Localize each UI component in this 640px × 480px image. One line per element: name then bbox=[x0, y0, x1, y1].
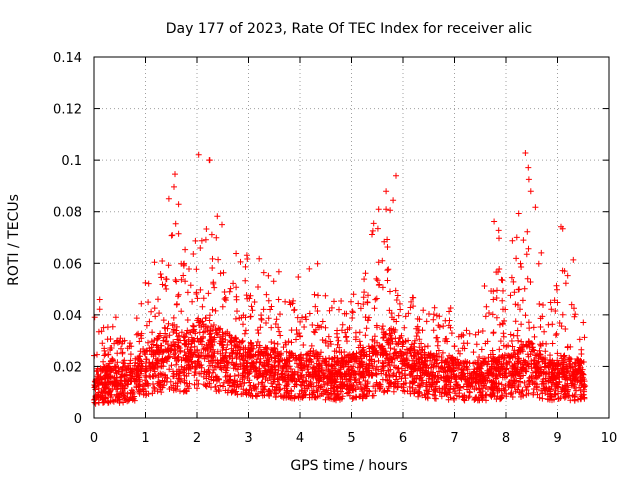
x-tick-label: 3 bbox=[244, 431, 252, 446]
x-tick-label: 4 bbox=[296, 431, 304, 446]
y-tick-label: 0.14 bbox=[53, 51, 82, 66]
x-tick-label: 0 bbox=[90, 431, 98, 446]
x-tick-label: 10 bbox=[601, 431, 618, 446]
x-axis-label: GPS time / hours bbox=[290, 458, 407, 474]
data-points bbox=[91, 150, 589, 407]
y-tick-label: 0.02 bbox=[53, 360, 82, 375]
axes: 0 1 2 3 4 5 6 7 8 9 10 0 0.02 0.04 0.06 0.08 0.1 0.12 0.14 bbox=[53, 51, 617, 446]
y-tick-label: 0.08 bbox=[53, 206, 82, 221]
data-point-group bbox=[91, 157, 588, 406]
grid bbox=[94, 57, 609, 418]
x-tick-label: 6 bbox=[399, 431, 407, 446]
y-tick-label: 0.12 bbox=[53, 103, 82, 118]
chart-title: Day 177 of 2023, Rate Of TEC Index for r… bbox=[166, 21, 532, 37]
y-tick-label: 0.04 bbox=[53, 309, 82, 324]
x-tick-label: 2 bbox=[193, 431, 201, 446]
data-point-group bbox=[91, 236, 587, 404]
x-tick-label: 5 bbox=[347, 431, 355, 446]
data-point-group bbox=[92, 172, 585, 406]
y-tick-label: 0 bbox=[74, 412, 82, 427]
x-tick-label: 9 bbox=[553, 431, 561, 446]
y-axis-label: ROTI / TECUs bbox=[6, 194, 22, 286]
x-tick-label: 8 bbox=[502, 431, 510, 446]
x-tick-label: 1 bbox=[141, 431, 149, 446]
y-tick-label: 0.06 bbox=[53, 257, 82, 272]
y-tick-label: 0.1 bbox=[61, 154, 82, 169]
x-tick-label: 7 bbox=[450, 431, 458, 446]
